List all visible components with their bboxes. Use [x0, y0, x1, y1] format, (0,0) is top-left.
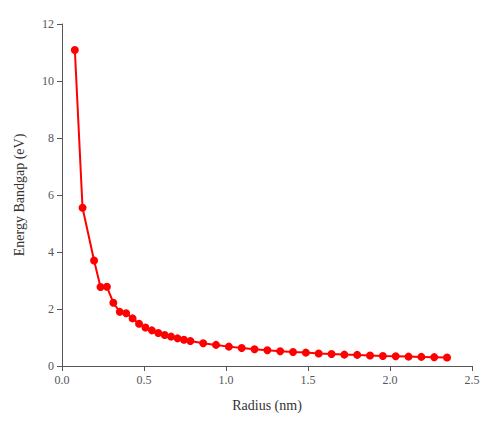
svg-text:Radius (nm): Radius (nm) — [232, 398, 302, 414]
svg-text:1.0: 1.0 — [219, 373, 234, 387]
svg-text:0: 0 — [48, 359, 54, 373]
svg-text:2.0: 2.0 — [383, 373, 398, 387]
svg-text:Energy Bandgap (eV): Energy Bandgap (eV) — [12, 133, 28, 256]
svg-text:10: 10 — [42, 74, 54, 88]
svg-text:0.5: 0.5 — [137, 373, 152, 387]
svg-text:2: 2 — [48, 302, 54, 316]
svg-text:8: 8 — [48, 131, 54, 145]
svg-text:0.0: 0.0 — [55, 373, 70, 387]
svg-text:4: 4 — [48, 245, 54, 259]
svg-text:12: 12 — [42, 17, 54, 31]
svg-text:2.5: 2.5 — [465, 373, 480, 387]
svg-text:6: 6 — [48, 188, 54, 202]
svg-text:1.5: 1.5 — [301, 373, 316, 387]
